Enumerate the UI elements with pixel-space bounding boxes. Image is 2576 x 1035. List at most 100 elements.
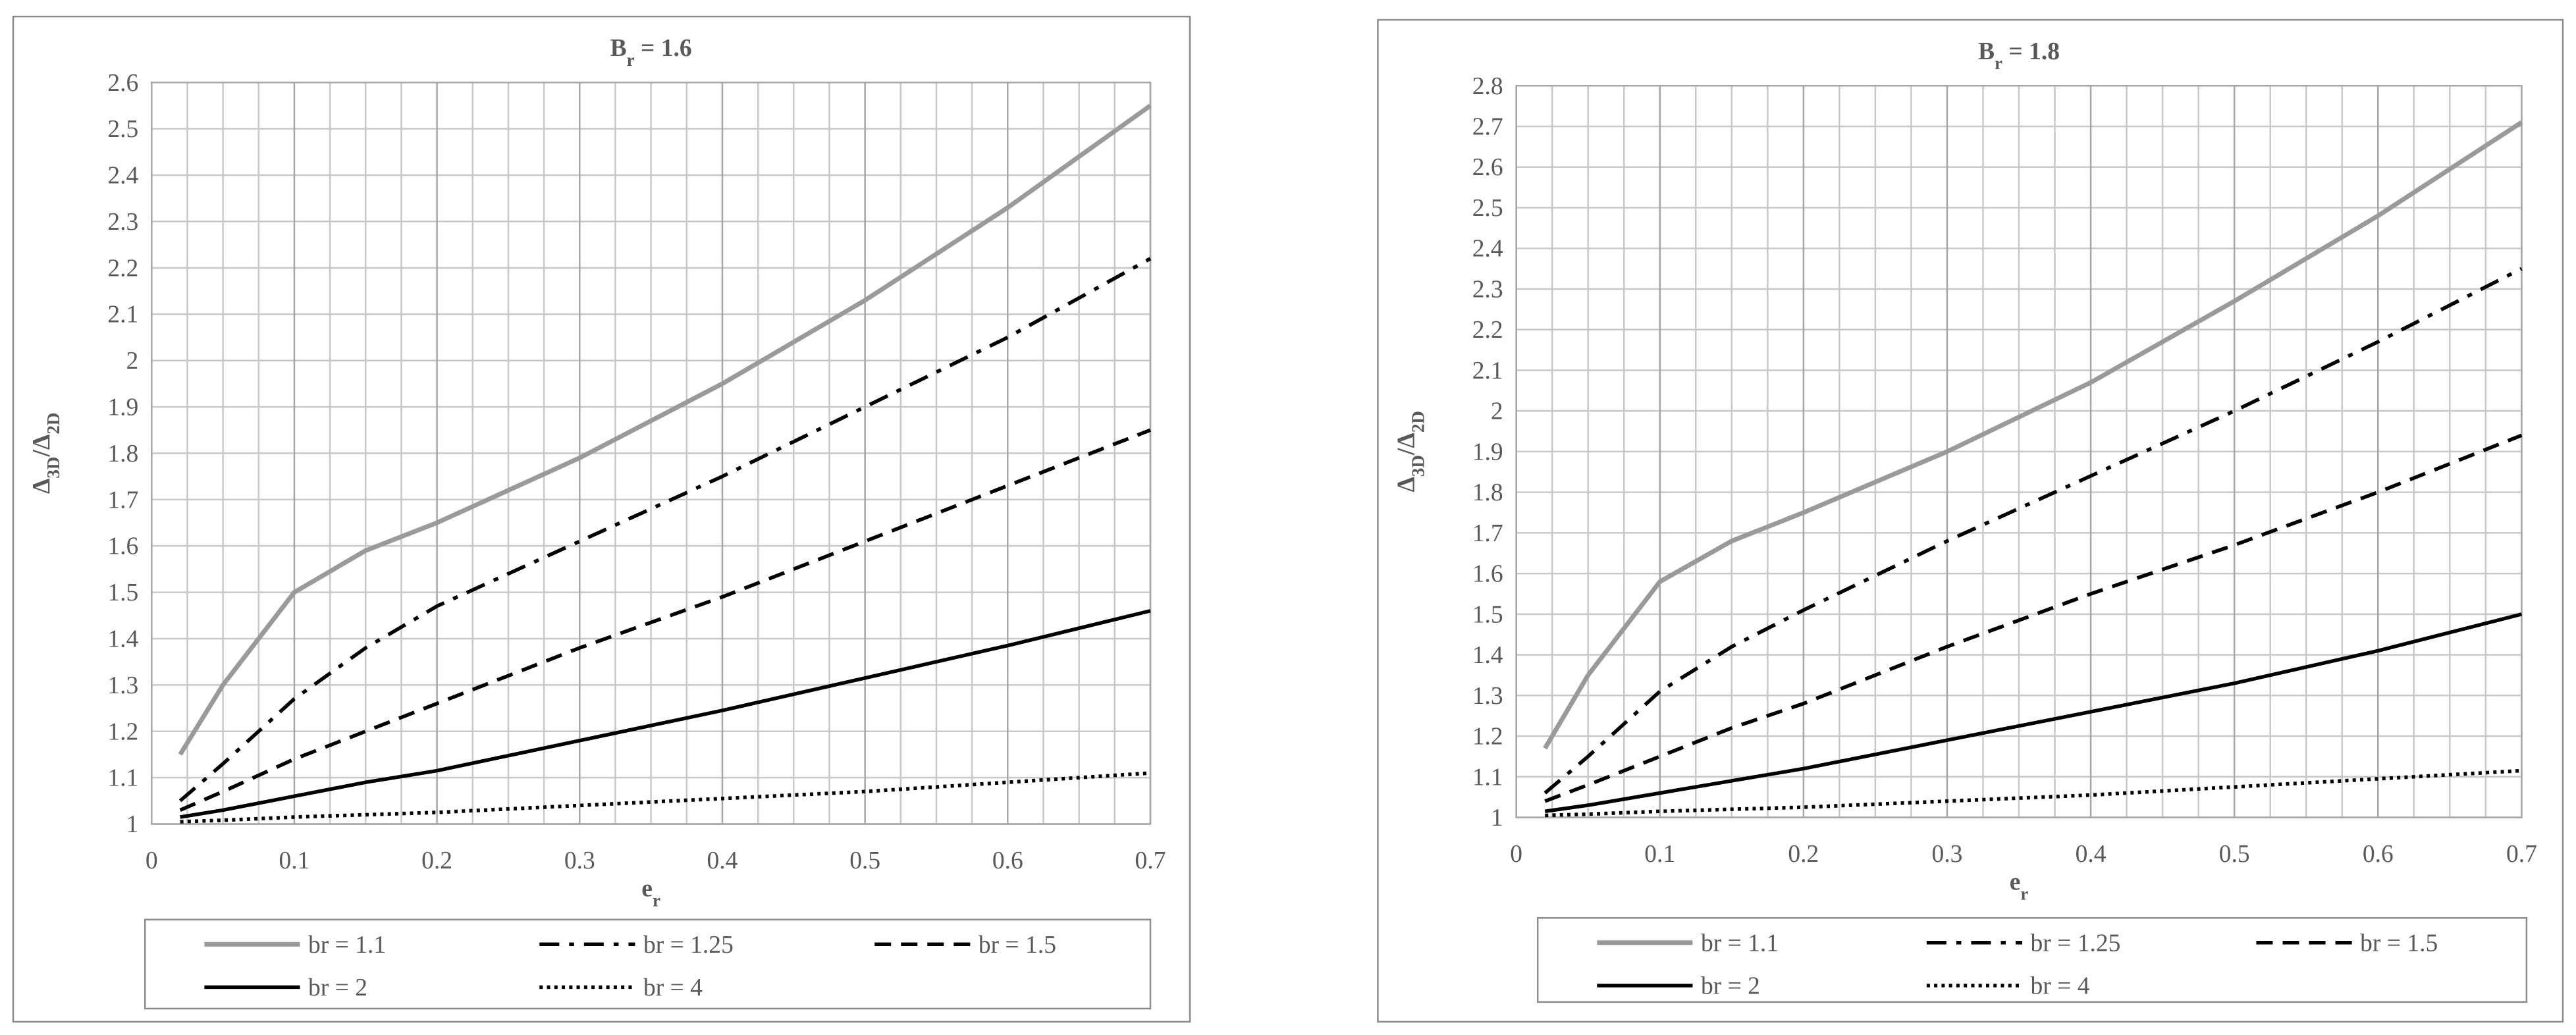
y-tick-label: 1.2 [107, 718, 138, 745]
series-line [178, 257, 1152, 803]
y-tick-label: 1.6 [107, 533, 138, 560]
x-axis-label: er [2010, 869, 2029, 904]
x-tick-label: 0.3 [564, 847, 595, 874]
legend-label: br = 2 [1701, 972, 1760, 999]
x-tick-label: 0.1 [1644, 841, 1675, 868]
y-tick-label: 1.8 [107, 440, 138, 467]
y-tick-label: 2.1 [107, 302, 138, 329]
x-tick-label: 0.6 [992, 847, 1023, 874]
y-tick-label: 1.7 [1472, 520, 1503, 547]
y-axis-label-part: Δ [1393, 477, 1420, 492]
y-tick-label: 1.9 [1472, 438, 1503, 465]
y-tick-label: 1.5 [1472, 601, 1503, 628]
series-line [1543, 267, 2523, 795]
plot-area [151, 81, 1152, 825]
y-axis-label-subscript: 2D [43, 413, 63, 435]
x-tick-label: 0 [146, 847, 158, 874]
y-tick-label: 1.3 [1472, 683, 1503, 710]
y-axis-label-part: Δ [28, 479, 55, 494]
x-tick-label: 0.3 [1932, 841, 1963, 868]
y-axis-label-part: /Δ [1393, 433, 1420, 456]
x-axis-label-part: e [641, 876, 653, 903]
y-axis-label-subscript: 3D [43, 457, 63, 479]
y-tick-label: 2.4 [107, 163, 138, 190]
chart-frame [1377, 18, 2564, 1023]
x-tick-label: 0.5 [2219, 841, 2250, 868]
y-tick-label: 1 [1491, 805, 1503, 832]
chart-title-part: B [610, 35, 627, 62]
series-line [1544, 433, 2523, 803]
y-tick-label: 1.4 [1472, 642, 1503, 669]
chart-title-part: = 1.8 [2002, 38, 2060, 65]
legend-label: br = 1.1 [308, 932, 386, 959]
y-tick-label: 1.1 [107, 765, 138, 792]
chart-title-subscript: r [1995, 53, 2002, 73]
x-tick-label: 0.4 [2076, 841, 2106, 868]
series-line [178, 103, 1152, 756]
y-axis-label: Δ3D/Δ2D [28, 413, 63, 494]
x-tick-label: 0.2 [1788, 841, 1819, 868]
y-tick-label: 2.7 [1472, 113, 1503, 140]
legend-label: br = 1.25 [2031, 930, 2121, 957]
legend-label: br = 1.25 [643, 932, 734, 959]
chart-title-part: = 1.6 [635, 35, 692, 62]
y-tick-label: 2.4 [1472, 236, 1503, 263]
x-axis-label-part: e [2010, 869, 2021, 896]
y-tick-label: 2.1 [1472, 358, 1503, 385]
y-tick-label: 2.6 [107, 70, 138, 97]
x-tick-label: 0.5 [849, 847, 880, 874]
legend-label: br = 1.5 [979, 932, 1056, 959]
x-tick-label: 0.1 [279, 847, 309, 874]
series-line [179, 428, 1152, 812]
y-axis-label-part: /Δ [28, 435, 55, 458]
chart: 1 1.1 1.2 1.3 1.4 1.5 1.6 1.7 1.8 1.9 2 2.1 2.2 2.3 2.… [1377, 18, 2564, 1023]
series-line [180, 609, 1151, 819]
y-tick-label: 2.8 [1472, 73, 1503, 100]
series-line [1543, 120, 2523, 750]
y-axis-label-subscript: 3D [1408, 455, 1428, 477]
y-tick-label: 2.6 [1472, 154, 1503, 181]
x-tick-label: 0.7 [1135, 847, 1166, 874]
y-tick-label: 2.3 [1472, 276, 1503, 303]
y-tick-label: 1.7 [107, 487, 138, 514]
x-tick-label: 0 [1510, 841, 1522, 868]
legend-label: br = 2 [308, 974, 367, 1001]
x-tick-label: 0.2 [421, 847, 452, 874]
y-axis-label-subscript: 2D [1408, 411, 1428, 433]
y-tick-label: 2 [126, 348, 138, 375]
y-tick-label: 1.1 [1472, 764, 1503, 791]
legend-box [1536, 916, 2528, 1003]
y-tick-label: 2.3 [107, 209, 138, 236]
x-tick-label: 0.6 [2363, 841, 2394, 868]
y-tick-label: 1.5 [107, 579, 138, 606]
y-tick-label: 2.2 [107, 255, 138, 282]
series-line [180, 771, 1151, 824]
y-tick-label: 2.2 [1472, 317, 1503, 344]
chart-title-subscript: r [627, 50, 635, 70]
y-tick-label: 1.6 [1472, 561, 1503, 588]
chart-title: Br = 1.8 [1978, 38, 2060, 73]
chart: 1 1.1 1.2 1.3 1.4 1.5 1.6 1.7 1.8 1.9 2 2.1 2.2 2.3 2.… [12, 15, 1191, 1023]
legend-label: br = 1.5 [2360, 930, 2438, 957]
plot-area [1515, 84, 2523, 818]
y-tick-label: 1.2 [1472, 724, 1503, 751]
y-tick-label: 1.3 [107, 672, 138, 699]
legend-label: br = 4 [2031, 972, 2090, 999]
y-tick-label: 1.8 [1472, 479, 1503, 506]
chart-title: Br = 1.6 [610, 35, 692, 70]
series-line [1544, 612, 2523, 813]
chart-frame [12, 15, 1191, 1023]
y-tick-label: 2.5 [1472, 195, 1503, 222]
y-axis-label: Δ3D/Δ2D [1393, 411, 1428, 492]
x-axis-label: er [641, 876, 660, 911]
y-tick-label: 2 [1491, 398, 1503, 425]
x-axis-label-subscript: r [653, 891, 660, 911]
chart-title-part: B [1978, 38, 1995, 65]
y-tick-label: 2.5 [107, 116, 138, 143]
y-tick-label: 1.4 [107, 625, 138, 652]
y-tick-label: 1 [126, 811, 138, 838]
y-tick-label: 1.9 [107, 394, 138, 421]
legend-box [144, 918, 1152, 1010]
x-axis-label-subscript: r [2020, 884, 2028, 904]
